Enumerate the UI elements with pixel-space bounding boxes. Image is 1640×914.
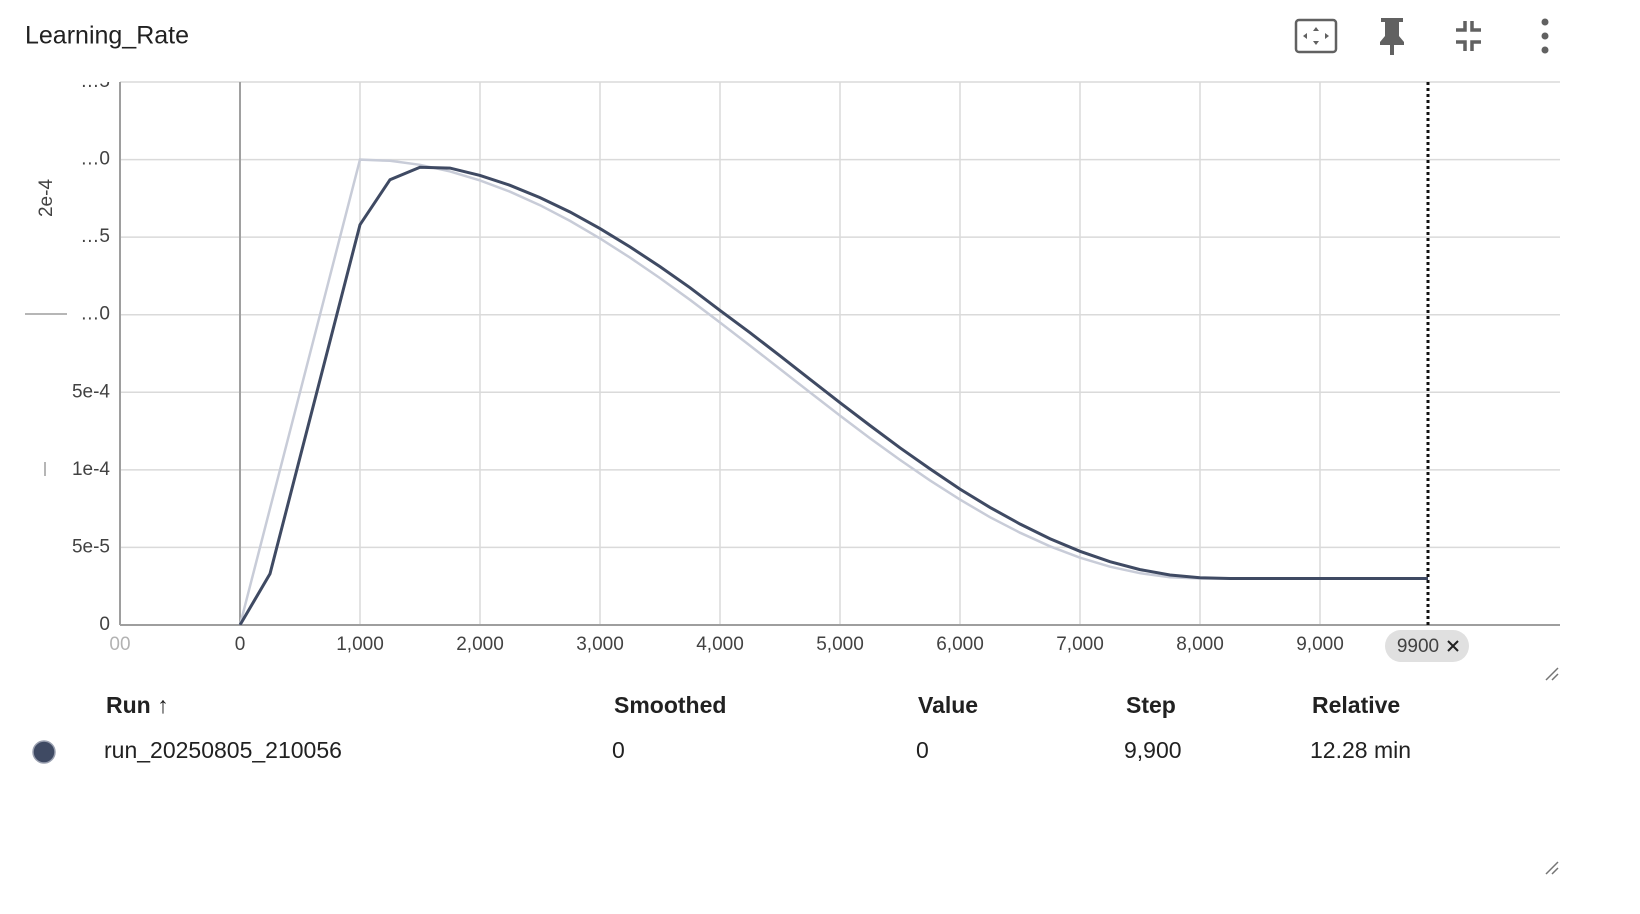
x-tick-label: 8,000 [1176, 634, 1224, 655]
run-color [32, 740, 56, 764]
menu-icon[interactable] [1541, 18, 1549, 54]
column-header[interactable]: Smoothed [614, 692, 727, 718]
y-tick-label: …5 [80, 226, 110, 247]
x-tick-label: 9,000 [1296, 634, 1344, 655]
collapse-icon[interactable] [1456, 21, 1481, 51]
y-tick-label: …0 [80, 304, 110, 325]
x-tick-label: 0 [235, 634, 246, 655]
table-cell: 9,900 [1124, 737, 1182, 763]
column-header[interactable]: Value [918, 692, 979, 718]
chip-close[interactable] [1447, 640, 1459, 652]
y-tick-label: 1e-4 [72, 459, 110, 480]
card-title: Learning_Rate [25, 22, 189, 50]
step-chip-label: 9900 [1397, 636, 1439, 657]
column-header[interactable]: Run ↑ [106, 692, 169, 718]
resize-handle[interactable] [1545, 667, 1559, 681]
series-line [238, 165, 1428, 625]
pin-icon[interactable] [1380, 18, 1404, 55]
x-tick-label: 1,000 [336, 634, 384, 655]
y-tick-label: …5 [80, 71, 110, 92]
table-cell: 0 [612, 737, 625, 763]
x-tick-label: 6,000 [936, 634, 984, 655]
column-header[interactable]: Step [1126, 692, 1176, 718]
y-tick-label: …0 [80, 149, 110, 170]
y-tick-label: 5e-4 [72, 381, 110, 402]
step-chip [1385, 630, 1469, 662]
x-tick-label: 2,000 [456, 634, 504, 655]
x-tick-label: 3,000 [576, 634, 624, 655]
column-header[interactable]: Relative [1312, 692, 1401, 718]
table-cell: 0 [916, 737, 929, 763]
y-axis-label: 2e-4 [36, 179, 57, 217]
x-tick-label: 5,000 [816, 634, 864, 655]
x-tick-label: 4,000 [696, 634, 744, 655]
table-cell: 12.28 min [1310, 737, 1412, 763]
fullscreen-icon[interactable] [1294, 18, 1338, 54]
table-cell: run_20250805_210056 [104, 737, 342, 763]
y-tick-label: 0 [99, 614, 110, 635]
resize-handle[interactable] [1545, 861, 1559, 875]
x-tick-label: 00 [109, 634, 130, 655]
x-tick-label: 7,000 [1056, 634, 1104, 655]
y-tick-label: 5e-5 [72, 536, 110, 557]
